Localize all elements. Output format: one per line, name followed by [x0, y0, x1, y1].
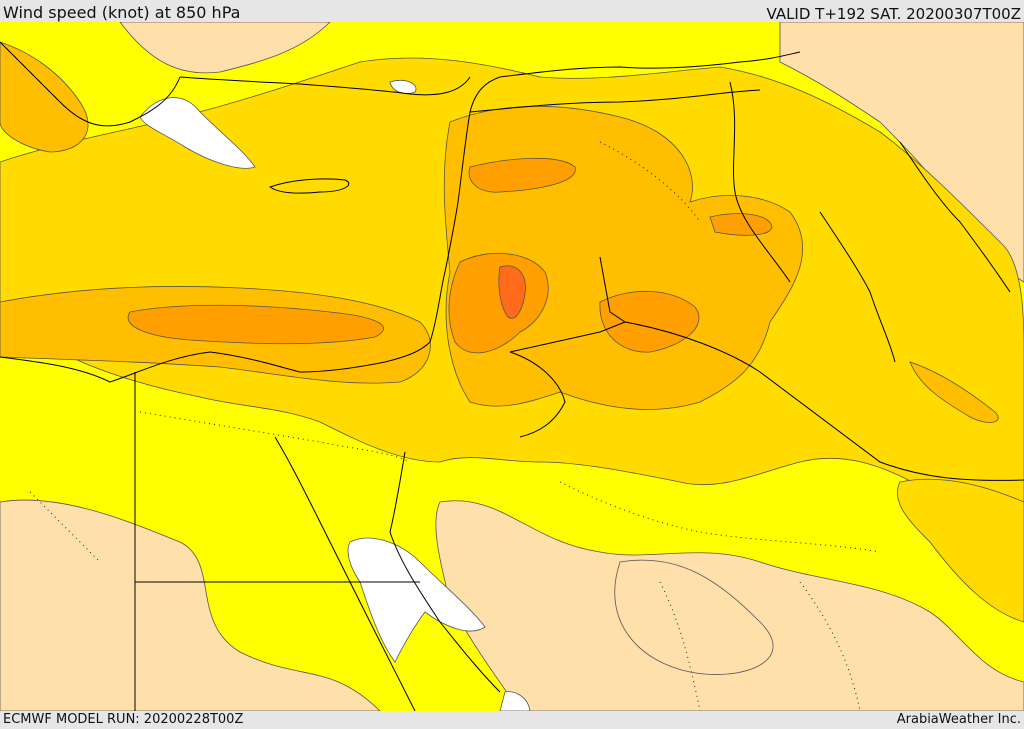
valid-time-label: VALID T+192 SAT. 20200307T00Z	[766, 5, 1021, 23]
strong-area-east	[909, 361, 999, 423]
calm-area-north	[389, 79, 417, 94]
dotted-boundaries	[29, 141, 881, 711]
coastline-iran-south	[899, 141, 1011, 293]
calm-area-aegean	[139, 97, 256, 169]
model-run-label: ECMWF MODEL RUN: 20200228T00Z	[3, 712, 244, 727]
cyprus-outline	[268, 178, 350, 194]
coastline-red-sea-east	[389, 451, 501, 693]
coastline-gulf	[819, 211, 896, 363]
border-iraq-saudi	[624, 321, 1024, 481]
light-area-mid	[614, 559, 774, 675]
footer-bar: ECMWF MODEL RUN: 20200228T00Z ArabiaWeat…	[0, 711, 1024, 729]
border-jordan-iraq	[509, 321, 626, 353]
coastline-turkey-south	[179, 76, 471, 96]
coastline-red-sea-west	[274, 436, 416, 711]
light-wind-areas	[0, 22, 1024, 711]
header-bar: Wind speed (knot) at 850 hPa VALID T+192…	[0, 0, 1024, 23]
very-strong-area-syria	[468, 157, 576, 193]
dotted-line-2	[599, 141, 701, 223]
strong-area-nw	[0, 41, 89, 153]
extreme-core	[498, 265, 526, 319]
map-title: Wind speed (knot) at 850 hPa	[3, 3, 241, 22]
extreme-wind-areas	[498, 265, 526, 319]
very-strong-area-east	[709, 213, 773, 236]
calm-area-red-sea	[347, 537, 486, 663]
light-area-nw	[119, 22, 331, 74]
coastline-mediterranean	[0, 341, 431, 383]
border-iraq-iran	[729, 81, 791, 283]
dotted-line-6	[29, 491, 101, 563]
border-turkey-syria	[469, 89, 761, 113]
coastline-levant	[429, 76, 501, 343]
coastline-aegean	[0, 41, 181, 127]
wind-speed-map	[0, 22, 1024, 711]
very-strong-area-iraq	[599, 290, 700, 353]
coastline-turkey	[499, 51, 801, 78]
calm-area-south	[499, 691, 531, 711]
light-area-sw	[0, 499, 381, 711]
border-saudi-jordan	[509, 351, 566, 438]
borders	[0, 41, 1024, 711]
dotted-line-4	[659, 581, 701, 711]
border-syria-iraq	[599, 256, 626, 323]
dotted-line-3	[559, 481, 881, 553]
fresh-area-east	[897, 478, 1024, 623]
calm-wind-areas	[139, 79, 531, 711]
credit-label: ArabiaWeather Inc.	[896, 712, 1021, 727]
very-strong-band-west	[127, 304, 384, 345]
very-strong-wind-areas	[127, 157, 773, 354]
